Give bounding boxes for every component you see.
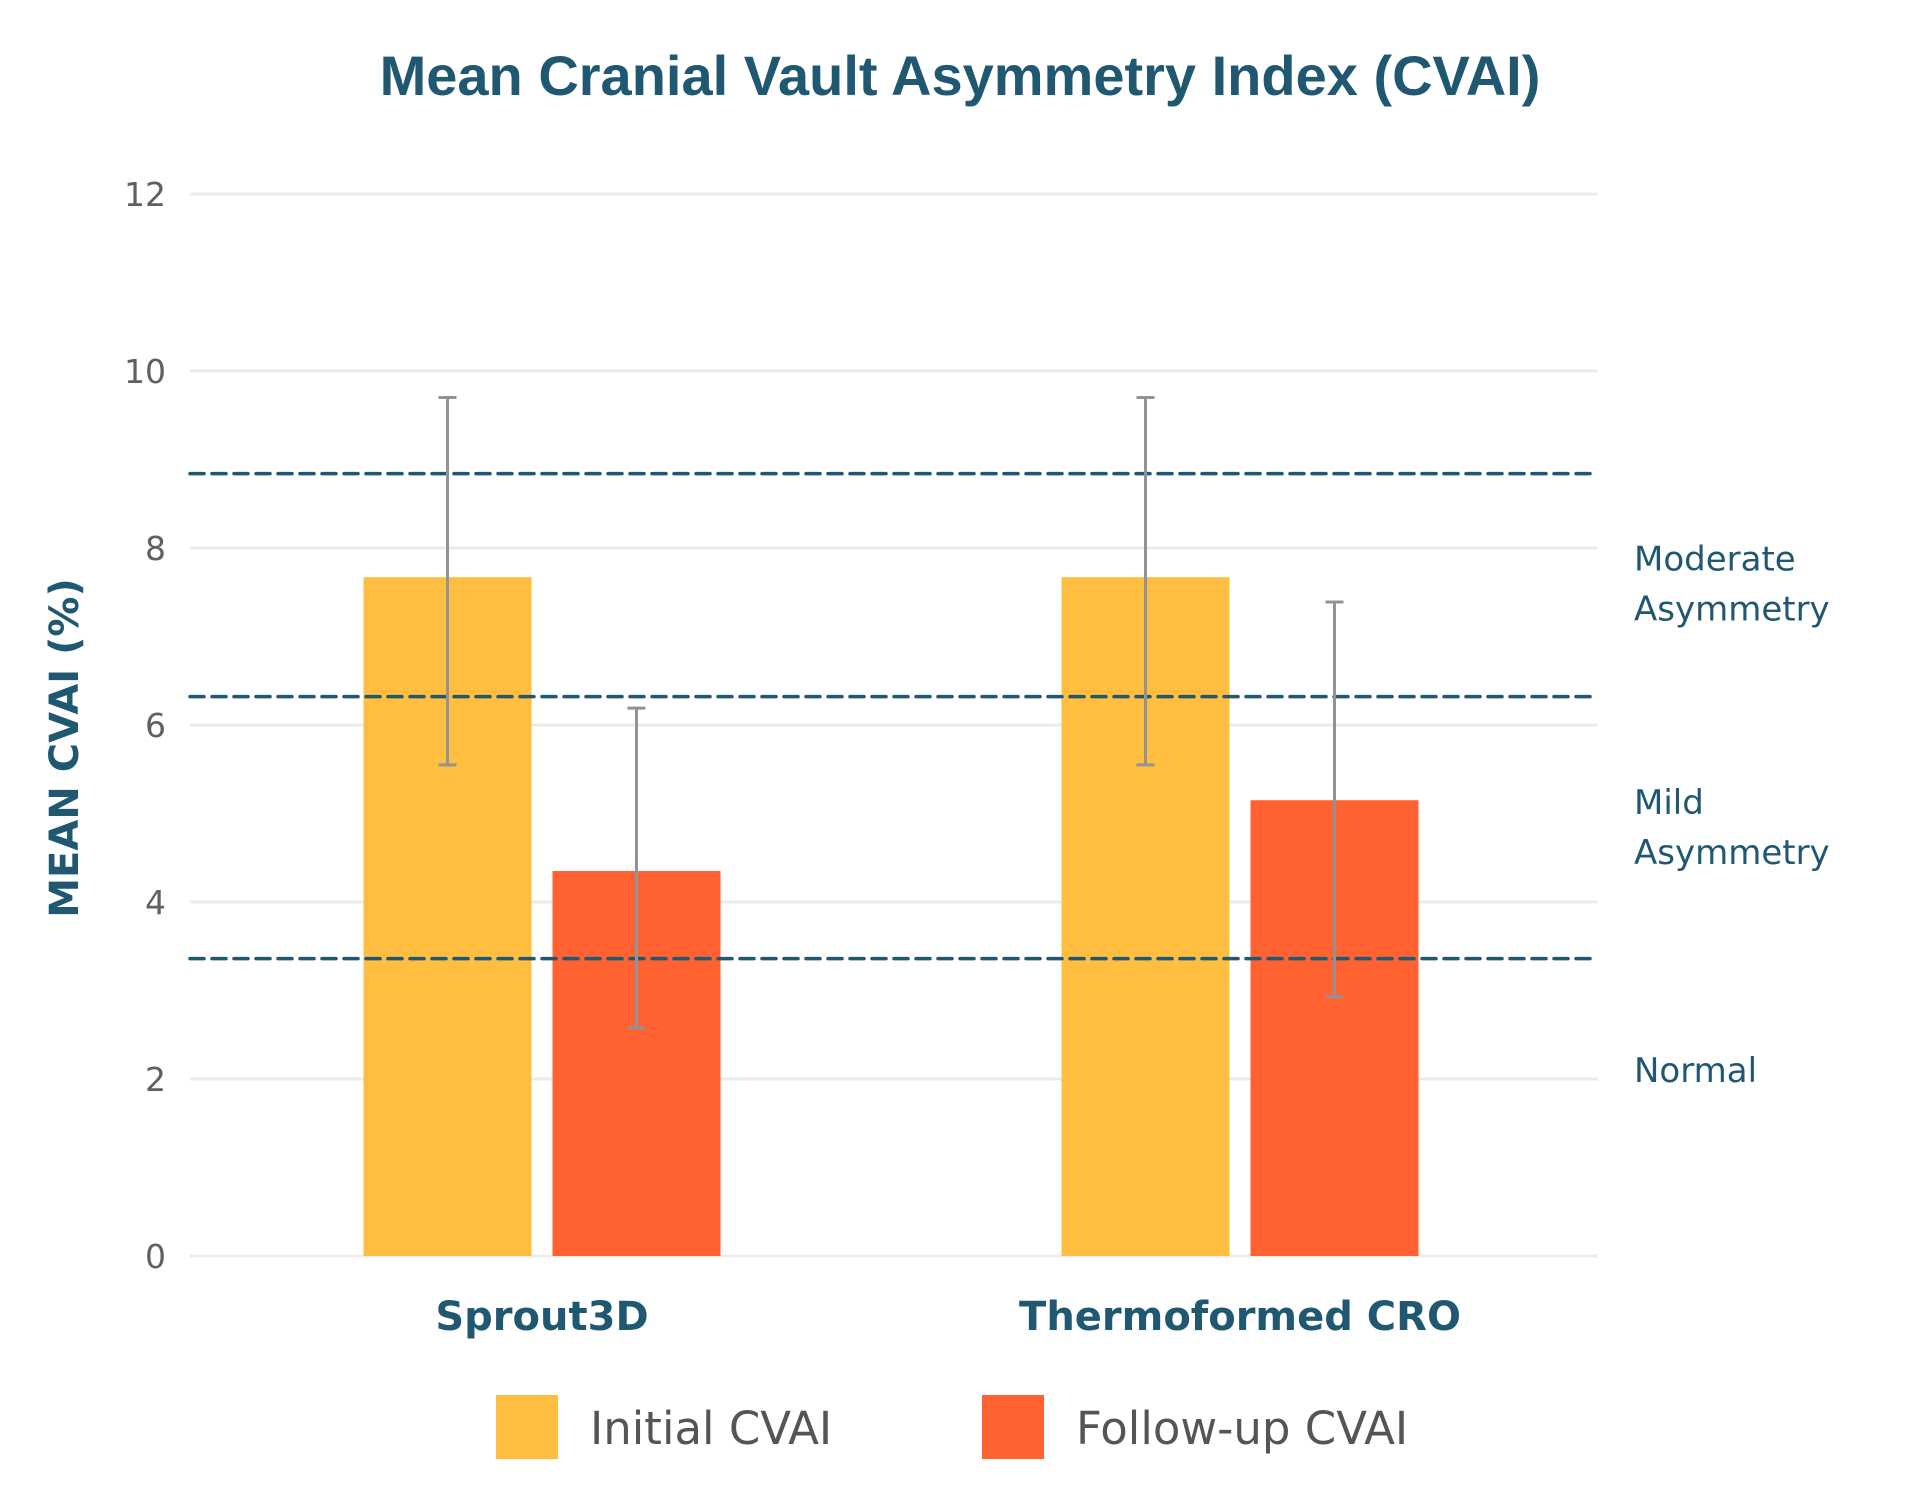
y-tick-label: 10 xyxy=(124,352,166,391)
zone-label-line: Asymmetry xyxy=(1634,833,1830,873)
zone-label-line: Mild xyxy=(1634,783,1704,823)
legend-swatch xyxy=(496,1395,558,1459)
y-tick-label: 2 xyxy=(145,1060,166,1099)
zone-label-line: Asymmetry xyxy=(1634,589,1830,629)
y-axis-label: MEAN CVAI (%) xyxy=(42,578,88,918)
y-tick-label: 6 xyxy=(145,706,166,745)
zone-label: Mild Asymmetry xyxy=(1634,783,1830,873)
y-tick-label: 12 xyxy=(124,175,166,214)
zone-label: Moderate Asymmetry xyxy=(1634,539,1830,629)
legend: Initial CVAI Follow-up CVAI xyxy=(496,1395,1408,1459)
zone-labels: Moderate Asymmetry Mild Asymmetry Normal xyxy=(1634,539,1830,1091)
category-label: Thermoformed CRO xyxy=(1019,1294,1461,1340)
error-bars xyxy=(438,396,1344,1030)
category-label: Sprout3D xyxy=(435,1294,648,1340)
chart-title: Mean Cranial Vault Asymmetry Index (CVAI… xyxy=(380,44,1541,107)
zone-label-line: Normal xyxy=(1634,1051,1757,1091)
bars xyxy=(363,577,1419,1256)
threshold-lines xyxy=(188,471,1600,961)
category-labels: Sprout3D Thermoformed CRO xyxy=(435,1294,1461,1340)
legend-label: Follow-up CVAI xyxy=(1076,1402,1408,1455)
legend-swatch xyxy=(982,1395,1044,1459)
y-tick-label: 4 xyxy=(145,883,166,922)
y-tick-label: 0 xyxy=(145,1237,166,1276)
zone-label: Normal xyxy=(1634,1051,1757,1091)
zone-label-line: Moderate xyxy=(1634,539,1796,579)
y-axis-ticks: 0 2 4 6 8 10 12 xyxy=(124,175,166,1276)
legend-label: Initial CVAI xyxy=(590,1402,832,1455)
y-tick-label: 8 xyxy=(145,529,166,568)
